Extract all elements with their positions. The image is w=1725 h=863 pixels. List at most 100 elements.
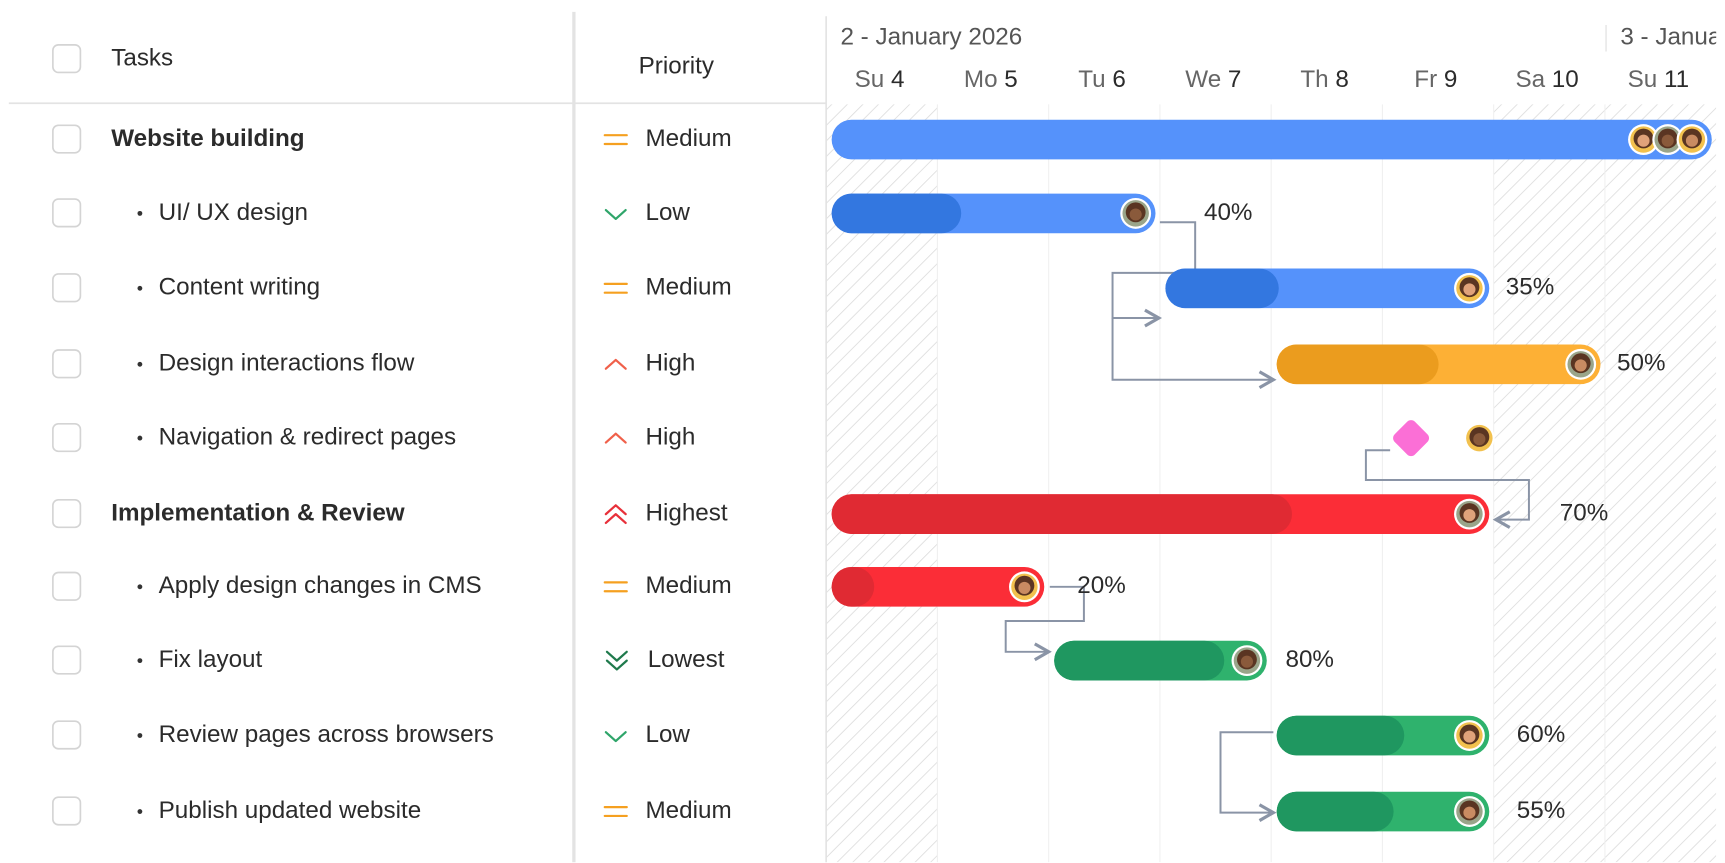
progress-label: 35% <box>1506 274 1554 301</box>
task-checkbox[interactable] <box>52 796 82 826</box>
assignee-avatar <box>1009 571 1040 603</box>
assignee-avatar <box>1120 197 1152 229</box>
task-bar <box>831 566 1045 607</box>
priority-icon <box>605 650 628 671</box>
day-header: Tu 6 <box>1078 67 1126 94</box>
assignee-avatar <box>1231 645 1263 677</box>
avatar-face <box>1473 433 1486 446</box>
dependency-links <box>1004 221 1530 822</box>
assignee-avatar <box>1676 124 1708 156</box>
task-name: Website building <box>111 125 304 152</box>
bullet <box>137 285 143 291</box>
assignee-avatar <box>1652 124 1684 156</box>
avatar-face <box>1574 359 1587 372</box>
progress-fill <box>831 193 962 234</box>
tasks-header: Tasks <box>111 45 173 72</box>
task-name: Fix layout <box>159 646 263 673</box>
weekend-hatch <box>1493 104 1605 863</box>
weekday-label: Su <box>1628 67 1658 94</box>
priority-icon <box>604 504 627 525</box>
day-number: 6 <box>1112 67 1125 94</box>
day-number: 4 <box>891 67 904 94</box>
task-checkbox[interactable] <box>52 273 82 303</box>
weekday-label: We <box>1185 67 1221 94</box>
assignee-avatar <box>1454 498 1485 530</box>
weekend-hatch <box>1604 104 1717 863</box>
task-name: Apply design changes in CMS <box>159 572 482 599</box>
task-checkbox[interactable] <box>52 124 82 154</box>
day-header: Sa 10 <box>1515 67 1578 94</box>
priority-label: Medium <box>645 274 731 301</box>
priority-label: Low <box>645 721 690 748</box>
priority-label: Medium <box>645 797 731 824</box>
task-checkbox[interactable] <box>52 645 82 675</box>
weekday-label: Th <box>1300 67 1328 94</box>
avatar-face <box>1463 283 1476 296</box>
bullet <box>137 435 143 441</box>
weekday-label: Su <box>855 67 885 94</box>
assignee-avatar <box>1454 796 1485 827</box>
day-number: 11 <box>1664 67 1689 94</box>
day-number: 8 <box>1335 67 1348 94</box>
assignee-avatar <box>1565 348 1597 380</box>
day-header: Mo 5 <box>964 67 1018 94</box>
progress-label: 20% <box>1077 572 1125 599</box>
priority-icon <box>603 134 628 146</box>
priority-label: Low <box>645 199 690 226</box>
priority-label: Lowest <box>648 646 725 673</box>
day-number: 10 <box>1552 67 1579 94</box>
priority-icon <box>604 432 627 444</box>
task-name: Design interactions flow <box>159 350 415 377</box>
priority-icon <box>603 581 628 593</box>
task-checkbox[interactable] <box>52 422 82 453</box>
week-label: 2 - January 2026 <box>840 24 1022 51</box>
task-checkbox[interactable] <box>52 198 82 228</box>
task-checkbox[interactable] <box>52 720 82 750</box>
progress-fill <box>1276 344 1439 385</box>
progress-label: 55% <box>1517 797 1565 824</box>
avatar-face <box>1637 134 1650 147</box>
weekday-label: Fr <box>1414 67 1437 94</box>
week-headers: 2 - January 2026 3 - January 2026 <box>840 24 1716 52</box>
priority-label: High <box>645 350 695 377</box>
avatar-face <box>1240 655 1253 668</box>
priority-label: Highest <box>645 500 727 527</box>
priority-icon <box>603 282 628 294</box>
day-header: Su 11 <box>1628 67 1690 94</box>
priority-icon <box>604 358 627 370</box>
task-checkbox[interactable] <box>52 349 82 379</box>
weekday-label: Tu <box>1078 67 1105 94</box>
task-checkbox[interactable] <box>52 571 82 601</box>
progress-label: 60% <box>1517 721 1565 748</box>
task-checkbox[interactable] <box>52 498 82 529</box>
day-number: 7 <box>1228 67 1241 94</box>
assignee-avatar <box>1463 422 1495 454</box>
day-header: Fr 9 <box>1414 67 1457 94</box>
avatar-face <box>1463 730 1476 743</box>
priority-icon <box>603 806 628 818</box>
bullet <box>137 210 143 216</box>
task-name: Implementation & Review <box>111 500 405 527</box>
day-number: 9 <box>1444 67 1457 94</box>
task-name: Navigation & redirect pages <box>159 424 457 451</box>
avatar-face <box>1463 806 1476 819</box>
progress-fill <box>1276 715 1405 756</box>
day-number: 5 <box>1004 67 1017 94</box>
progress-label: 50% <box>1617 350 1665 377</box>
avatar-face <box>1129 208 1142 221</box>
task-name: UI/ UX design <box>159 199 308 226</box>
progress-fill <box>1054 640 1225 681</box>
day-header: Th 8 <box>1300 67 1348 94</box>
progress-label: 80% <box>1285 646 1333 673</box>
avatar-face <box>1463 509 1476 522</box>
bullet <box>137 733 143 738</box>
milestone <box>1393 420 1430 457</box>
day-header: We 7 <box>1185 67 1241 94</box>
select-all-checkbox[interactable] <box>52 44 82 74</box>
priority-icon <box>604 731 627 743</box>
progress-fill <box>831 566 875 607</box>
weekday-label: Sa <box>1515 67 1545 94</box>
bullet <box>137 809 143 814</box>
priority-header: Priority <box>639 52 715 79</box>
